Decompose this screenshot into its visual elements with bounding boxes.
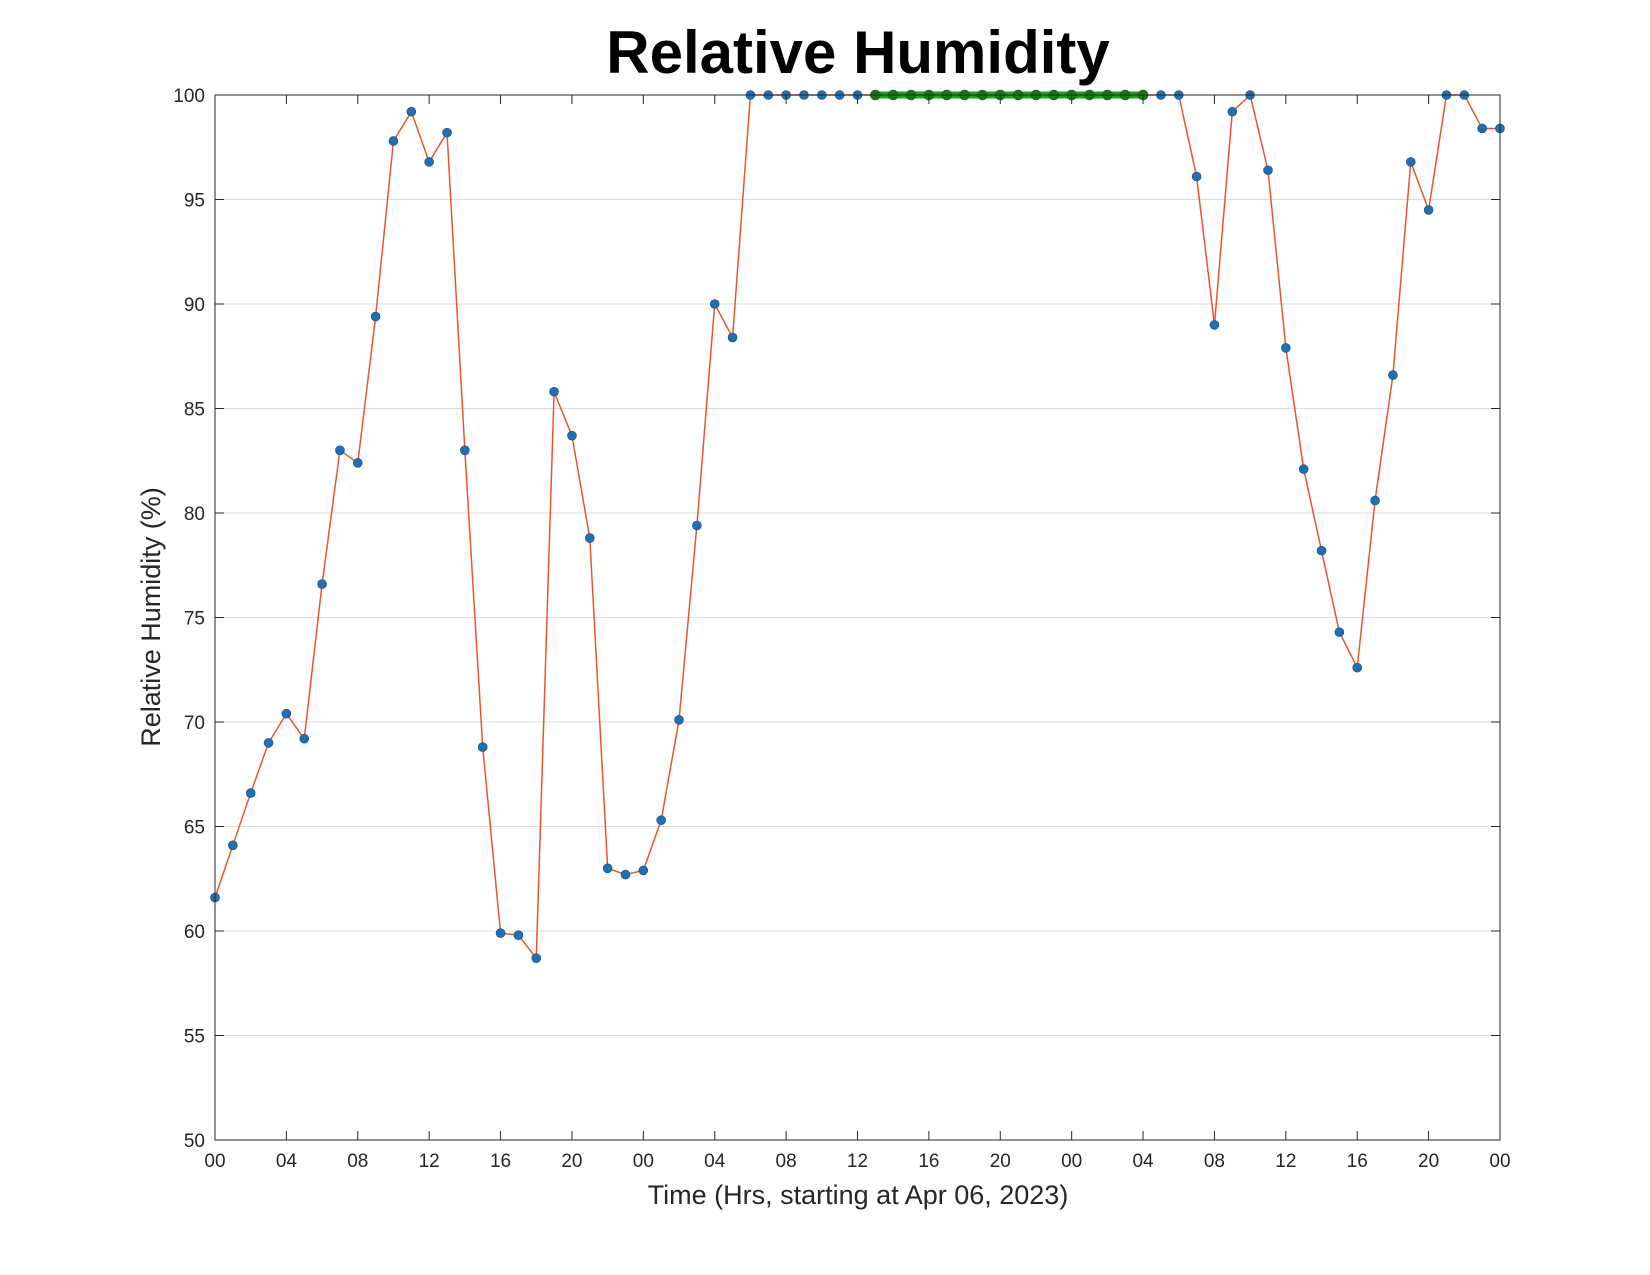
data-point: [228, 840, 238, 851]
data-point: [1263, 165, 1273, 176]
data-point: [370, 311, 381, 322]
x-tick-label: 12: [847, 1151, 868, 1172]
y-tick-label: 60: [184, 922, 205, 943]
data-point: [638, 865, 649, 876]
y-tick-label: 65: [184, 818, 205, 839]
x-tick-label: 08: [776, 1151, 797, 1172]
y-tick-label: 75: [184, 609, 205, 630]
data-point: [674, 715, 684, 725]
data-point: [1352, 662, 1363, 673]
data-point: [406, 106, 417, 117]
data-point: [709, 299, 720, 309]
data-point: [1370, 495, 1380, 506]
data-point: [1227, 106, 1238, 117]
data-point: [263, 738, 274, 748]
data-point: [584, 533, 595, 543]
data-point: [1477, 123, 1487, 134]
data-point: [477, 742, 488, 752]
x-axis-label: Time (Hrs, starting at Apr 06, 2023): [648, 1180, 1069, 1210]
data-point: [388, 136, 399, 146]
data-point: [1298, 464, 1309, 474]
data-point: [442, 127, 452, 138]
data-point: [513, 930, 524, 940]
x-tick-label: 04: [704, 1151, 726, 1172]
x-tick-label: 00: [1061, 1151, 1082, 1172]
data-point: [692, 520, 702, 531]
data-point: [1209, 320, 1220, 330]
y-tick-label: 70: [184, 713, 205, 734]
data-point: [1334, 627, 1345, 637]
data-point: [424, 157, 434, 167]
x-tick-label: 04: [1132, 1151, 1154, 1172]
y-tick-label: 85: [184, 400, 205, 421]
data-point: [567, 430, 577, 441]
y-tick-label: 100: [173, 86, 205, 107]
data-series: [210, 89, 1505, 963]
y-tick-label: 90: [184, 295, 205, 316]
x-tick-label: 16: [490, 1151, 511, 1172]
data-point: [1423, 205, 1434, 215]
data-point: [1388, 370, 1398, 380]
y-tick-label: 55: [184, 1027, 205, 1048]
x-tick-label: 16: [918, 1151, 939, 1172]
data-point: [299, 733, 310, 744]
data-point: [460, 445, 470, 456]
x-tick-label: 20: [1418, 1151, 1439, 1172]
data-point: [549, 386, 559, 397]
data-point: [317, 579, 327, 589]
data-point: [1405, 157, 1416, 167]
axis-ticks: 50 55 60 65 70 75 80 85 90 95 100 00 04 08 12 16 20 00 04 0…: [173, 86, 1510, 1172]
x-tick-label: 00: [633, 1151, 654, 1172]
data-point: [656, 815, 666, 826]
data-point: [335, 445, 345, 456]
data-point: [281, 708, 292, 719]
x-tick-label: 12: [419, 1151, 440, 1172]
x-tick-label: 12: [1275, 1151, 1296, 1172]
data-point: [495, 928, 506, 938]
y-tick-label: 50: [184, 1131, 205, 1152]
grid-lines: [215, 199, 1500, 1036]
x-tick-label: 00: [1489, 1151, 1510, 1172]
x-tick-label: 20: [561, 1151, 582, 1172]
x-tick-label: 16: [1347, 1151, 1368, 1172]
x-tick-label: 08: [1204, 1151, 1225, 1172]
series-line: [214, 93, 1500, 961]
data-point: [602, 863, 613, 874]
data-point: [531, 953, 542, 963]
y-axis-label: Relative Humidity (%): [136, 487, 166, 747]
x-tick-label: 20: [990, 1151, 1011, 1172]
data-point: [352, 458, 363, 468]
data-point: [1316, 545, 1327, 556]
data-point: [245, 788, 256, 798]
chart-title: Relative Humidity: [606, 19, 1110, 86]
data-point: [1281, 343, 1291, 353]
data-point: [727, 332, 738, 343]
x-tick-label: 00: [204, 1151, 225, 1172]
data-point: [1191, 171, 1202, 182]
data-point: [620, 869, 631, 880]
x-tick-label: 04: [276, 1151, 298, 1172]
y-tick-label: 80: [184, 504, 205, 525]
y-tick-label: 95: [184, 191, 205, 212]
x-tick-label: 08: [347, 1151, 368, 1172]
